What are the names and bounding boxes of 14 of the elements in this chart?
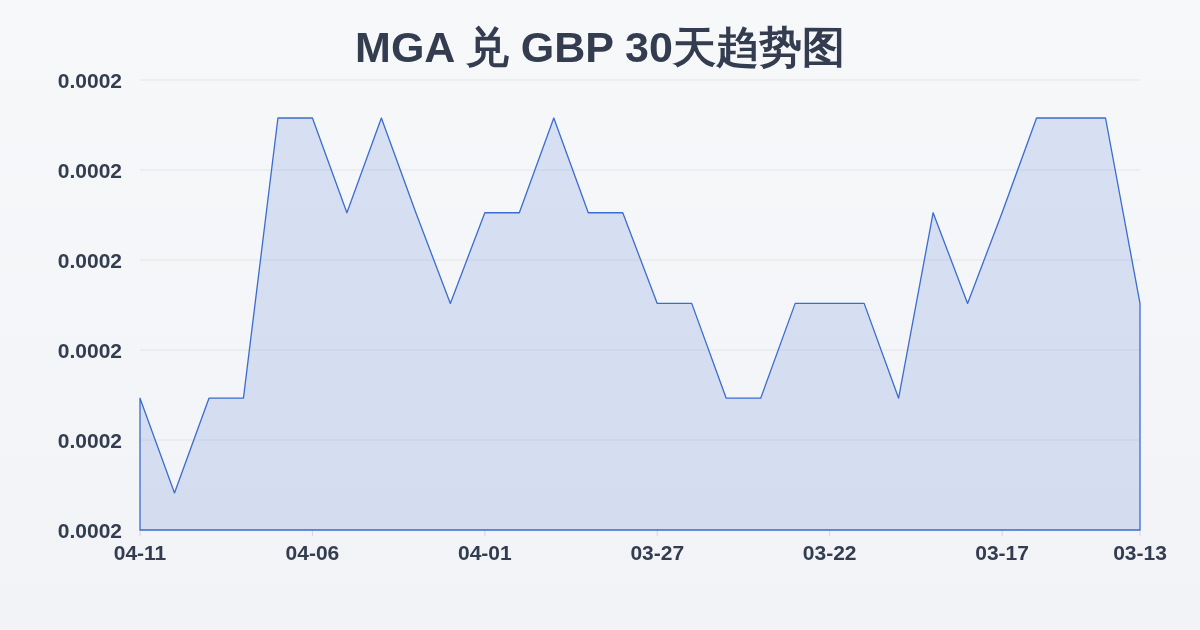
annotation: 0.0002 bbox=[57, 428, 122, 452]
annotation: 0.0002 bbox=[57, 518, 122, 542]
x-tick-label: 03-27 bbox=[630, 541, 685, 564]
annotation: 0.0002 bbox=[57, 248, 122, 272]
annotation: 0.0002 bbox=[57, 68, 122, 92]
x-tick-label: 04-01 bbox=[457, 541, 512, 564]
title: MGA 兑 GBP 30天趋势图 bbox=[355, 23, 845, 71]
x-tick-label: 03-22 bbox=[802, 541, 857, 564]
x-tick-label: 03-17 bbox=[975, 541, 1029, 564]
annotation: 0.0002 bbox=[57, 158, 122, 182]
annotation: 0.0002 bbox=[57, 338, 122, 362]
x-tick-label: 04-06 bbox=[285, 541, 340, 564]
x-tick-label: 03-13 bbox=[1113, 541, 1167, 564]
x-tick-label: 04-11 bbox=[113, 541, 167, 564]
